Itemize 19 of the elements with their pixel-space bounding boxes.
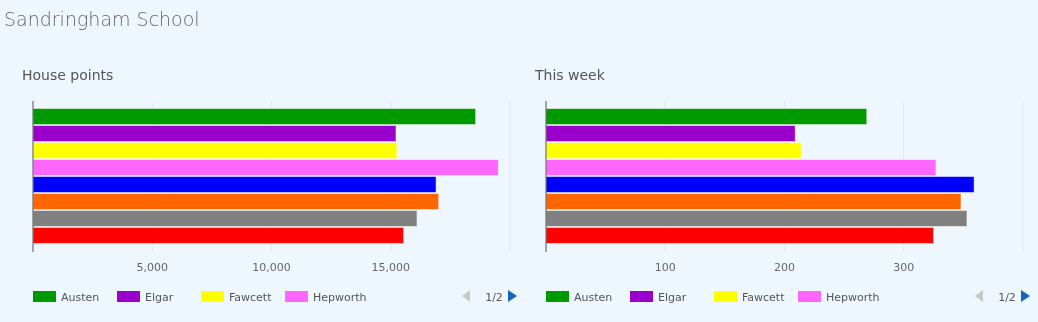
legend-label: Hepworth bbox=[313, 291, 367, 304]
x-tick-label: 5,000 bbox=[136, 261, 168, 274]
legend-label: Elgar bbox=[658, 291, 687, 304]
legend-label: Elgar bbox=[145, 291, 174, 304]
legend-label: Hepworth bbox=[826, 291, 880, 304]
text: 1/2 bbox=[485, 291, 503, 304]
x-tick-label: 200 bbox=[774, 261, 795, 274]
legend-label: Fawcett bbox=[229, 291, 273, 304]
legend-label: Austen bbox=[574, 291, 613, 304]
text: 1/2 bbox=[998, 291, 1016, 304]
legend-label: Fawcett bbox=[742, 291, 786, 304]
text: Sandringham School bbox=[4, 8, 200, 30]
legend-label: Austen bbox=[61, 291, 100, 304]
chart-title: This week bbox=[534, 67, 606, 83]
x-tick-label: 15,000 bbox=[371, 261, 410, 274]
chart-title: House points bbox=[22, 67, 114, 83]
x-tick-label: 100 bbox=[654, 261, 676, 274]
x-tick-label: 10,000 bbox=[252, 261, 291, 274]
x-tick-label: 300 bbox=[893, 261, 915, 274]
